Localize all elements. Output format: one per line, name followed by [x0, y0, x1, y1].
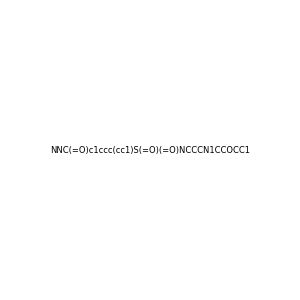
Text: NNC(=O)c1ccc(cc1)S(=O)(=O)NCCCN1CCOCC1: NNC(=O)c1ccc(cc1)S(=O)(=O)NCCCN1CCOCC1 [50, 146, 250, 154]
